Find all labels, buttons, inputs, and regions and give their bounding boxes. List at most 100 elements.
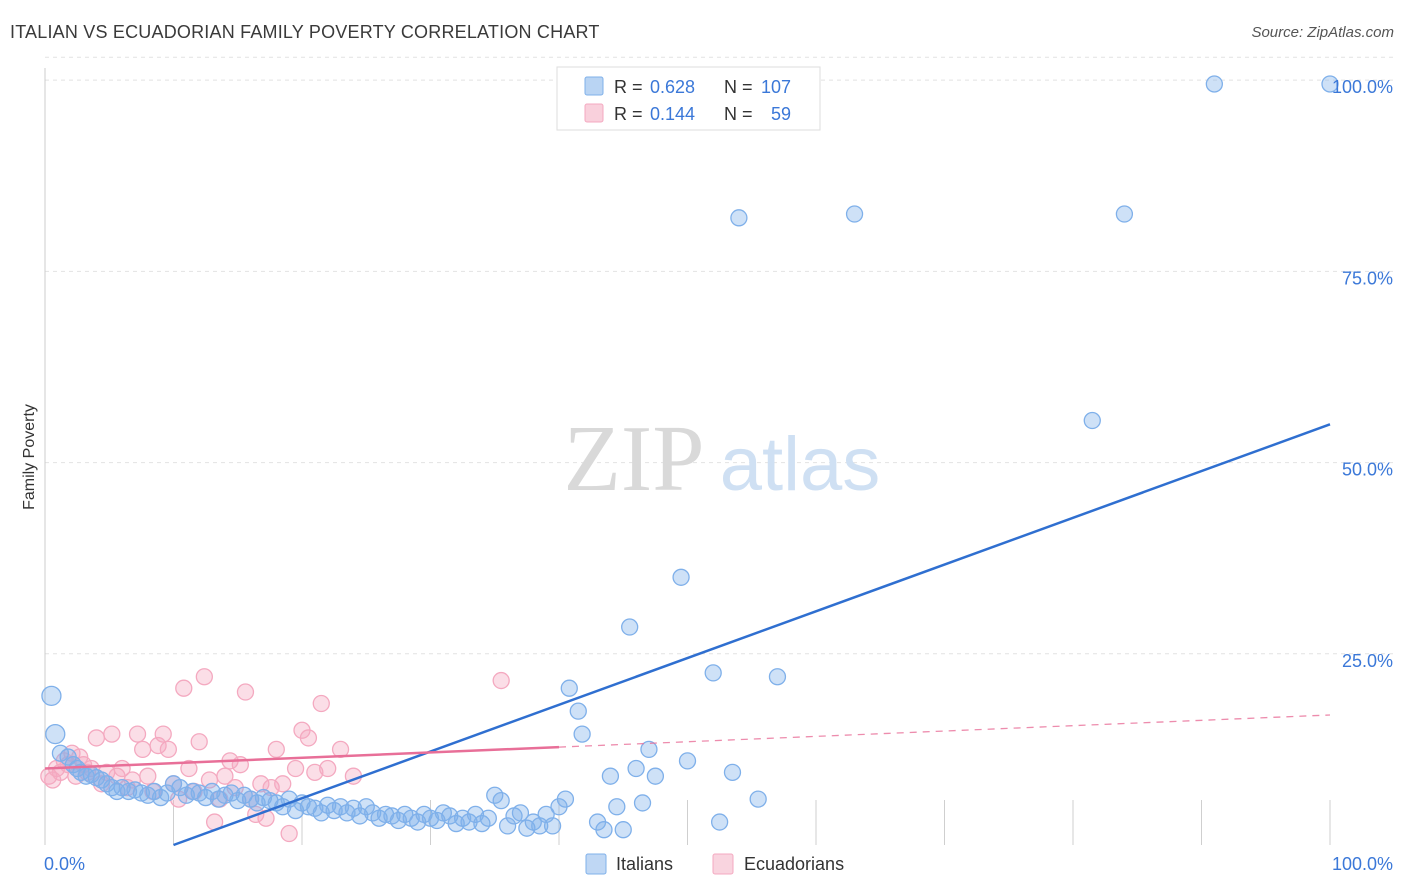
x-tick-label: 100.0%	[1332, 854, 1393, 874]
stats-swatch-italians	[584, 76, 604, 96]
ecuadorians-point	[180, 759, 198, 778]
italians-point	[479, 809, 497, 827]
ecuadorians-point	[134, 740, 152, 759]
italians-point	[331, 798, 350, 816]
legend-label-italians[interactable]: Italians	[616, 854, 673, 874]
y-tick-label: 25.0%	[1342, 651, 1393, 671]
stats-n-label-ecuadorians: N =	[724, 104, 753, 124]
stats-legend: R = 0.628 N = 107 R = 0.144 N = 59	[556, 66, 821, 131]
grid-lines	[45, 56, 1395, 845]
ecuadorians-point	[312, 694, 330, 713]
italians-point	[633, 794, 652, 812]
italians-point	[1115, 205, 1134, 223]
italians-point	[492, 791, 510, 810]
stats-r-value-ecuadorians: 0.144	[650, 104, 695, 124]
italians-point	[768, 668, 787, 686]
italians-point	[1205, 75, 1223, 93]
italians-point	[41, 685, 62, 707]
legend-label-ecuadorians[interactable]: Ecuadorians	[744, 854, 844, 874]
stats-n-label-italians: N =	[724, 77, 753, 97]
trend-lines	[44, 423, 1331, 847]
italians-point	[351, 807, 369, 825]
italians-point	[723, 763, 742, 781]
ecuadorians-point	[216, 767, 234, 785]
italians-point	[45, 723, 66, 745]
ecuadorians-point	[286, 759, 305, 778]
y-tick-label: 75.0%	[1342, 268, 1393, 288]
italians-point	[595, 821, 613, 839]
italians-point	[640, 740, 658, 759]
italians-point	[710, 813, 729, 831]
ecuadorians-point	[159, 740, 178, 759]
y-tick-label: 100.0%	[1332, 77, 1393, 97]
italians-point	[511, 804, 530, 822]
italians-point	[704, 664, 722, 682]
italians-point	[601, 767, 620, 785]
italians-point	[749, 790, 767, 808]
italians-point	[560, 679, 578, 697]
chart-title: ITALIAN VS ECUADORIAN FAMILY POVERTY COR…	[10, 22, 600, 42]
italians-point	[1321, 75, 1339, 93]
italians-point	[569, 702, 587, 720]
ecuadorians-point	[274, 775, 292, 793]
ecuadorians-point	[195, 668, 213, 686]
italians-point	[627, 759, 645, 778]
bottom-legend: Italians Ecuadorians	[585, 853, 844, 875]
italians-point	[389, 811, 408, 830]
italians-point	[119, 782, 138, 801]
italians-trend-line	[173, 423, 1331, 847]
italians-point	[646, 767, 665, 785]
watermark: ZIP atlas	[564, 407, 881, 511]
watermark-zip: ZIP	[564, 407, 705, 511]
stats-r-label-ecuadorians: R =	[614, 104, 643, 124]
italians-point	[678, 752, 697, 770]
italians-point	[357, 798, 375, 816]
ecuadorians-trend-line	[44, 745, 560, 770]
italians-point	[845, 205, 864, 223]
italians-point	[621, 618, 639, 636]
ecuadorians-point	[139, 767, 157, 785]
italians-point	[518, 819, 536, 837]
ecuadorians-point	[103, 725, 121, 743]
italians-point	[614, 821, 632, 839]
ecuadorians-point	[267, 740, 285, 759]
italians-point	[498, 817, 517, 835]
italians-point	[573, 725, 591, 743]
ecuadorians-point	[319, 759, 337, 778]
x-tick-label: 0.0%	[44, 854, 85, 874]
tick-labels: 25.0% 50.0% 75.0% 100.0% 0.0% 100.0%	[44, 77, 1393, 874]
ecuadorians-point	[190, 733, 208, 751]
ecuadorians-point	[280, 824, 298, 843]
ecuadorians-point	[492, 671, 510, 690]
source-label: Source: ZipAtlas.com	[1251, 24, 1394, 41]
italians-point	[672, 568, 690, 586]
stats-n-value-italians: 107	[761, 77, 791, 97]
legend-swatch-ecuadorians[interactable]	[712, 853, 734, 875]
italians-point	[196, 788, 215, 807]
italians-point	[158, 784, 176, 802]
ecuadorians-point	[299, 729, 318, 747]
stats-n-value-ecuadorians: 59	[771, 104, 791, 124]
italians-point	[730, 209, 748, 227]
ecuadorians-point	[252, 775, 270, 793]
stats-r-value-italians: 0.628	[650, 77, 695, 97]
italians-point	[1083, 411, 1101, 430]
y-tick-label: 50.0%	[1342, 460, 1393, 480]
ecuadorians-trend-line-extension	[558, 714, 1331, 748]
ecuadorians-point	[87, 729, 106, 747]
italians-point	[466, 805, 485, 824]
ecuadorians-point	[128, 725, 147, 743]
watermark-atlas: atlas	[720, 422, 881, 507]
y-axis-label: Family Poverty	[21, 404, 38, 510]
italians-point	[608, 798, 626, 816]
ecuadorians-point	[154, 725, 172, 743]
ecuadorians-point	[236, 683, 255, 701]
italians-point	[556, 790, 575, 808]
ecuadorians-point	[306, 763, 324, 781]
ecuadorians-point	[175, 679, 193, 697]
italians-point	[543, 817, 562, 835]
legend-swatch-italians[interactable]	[585, 853, 607, 875]
stats-r-label-italians: R =	[614, 77, 643, 97]
stats-swatch-ecuadorians	[584, 103, 604, 123]
